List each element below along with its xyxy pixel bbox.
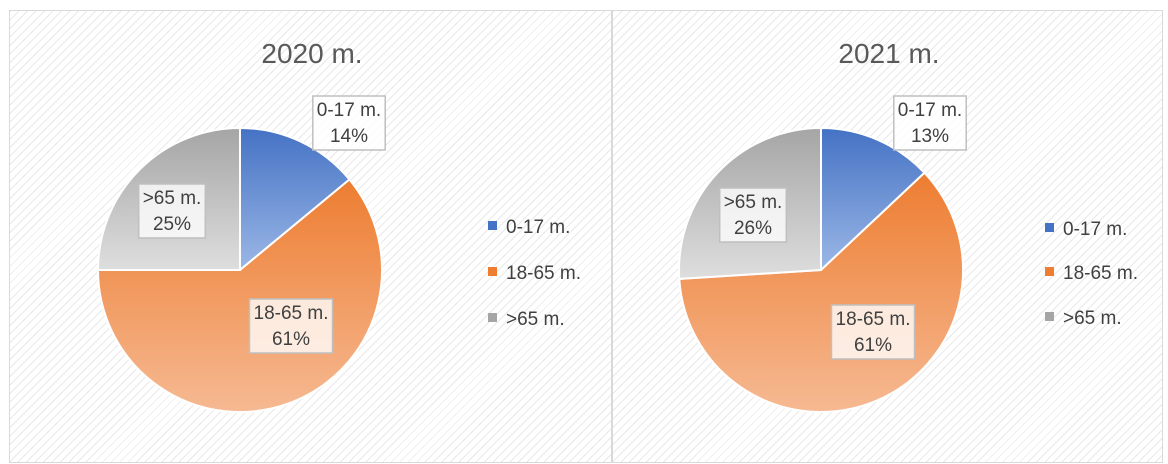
pie-slice-0-17 (239, 126, 351, 273)
legend-label-0-17: 0-17 m. (1063, 219, 1127, 240)
data-label-category: 18-65 m. (254, 303, 329, 324)
legend-label-0-17: 0-17 m. (506, 217, 570, 238)
data-label-box (248, 298, 334, 354)
data-label-box (137, 183, 207, 239)
legend-swatch-18-65 (1045, 267, 1054, 276)
data-label-category: 18-65 m. (836, 309, 911, 330)
data-label-category: >65 m. (724, 192, 783, 213)
data-label-percent: 13% (911, 126, 949, 147)
legend-swatch-over-65 (1045, 312, 1054, 321)
data-label-box (312, 95, 386, 151)
data-label-18-65: 18-65 m. 61% (248, 298, 334, 354)
data-label-percent: 61% (854, 335, 892, 356)
legend-label-over-65: >65 m. (506, 309, 565, 330)
pie-chart-2020: 2020 m. 0-17 m. 14% 18-65 m. 61% >65 m. 25% 0… (96, 38, 581, 413)
legend-label-over-65: >65 m. (1063, 308, 1122, 329)
legend-swatch-over-65 (488, 313, 497, 322)
pie-slice-18-65 (96, 178, 383, 413)
legend-label-18-65: 18-65 m. (1063, 263, 1138, 284)
chart-panel-2020: 2020 m. 0-17 m. 14% 18-65 m. 61% >65 m. 25% 0… (9, 10, 612, 463)
pie-chart-2021: 2021 m. 0-17 m. 13% 18-65 m. 61% >65 m. 26% 0… (678, 38, 1138, 413)
data-label-percent: 14% (330, 126, 368, 147)
pie-slice-0-17 (820, 126, 926, 273)
data-label-category: >65 m. (143, 188, 202, 209)
data-label-0-17: 0-17 m. 13% (893, 95, 967, 151)
chart-title: 2021 m. (838, 38, 939, 69)
data-label-0-17: 0-17 m. 14% (312, 95, 386, 151)
data-label-percent: 26% (734, 218, 772, 239)
data-label-over-65: >65 m. 26% (718, 187, 788, 243)
legend-swatch-18-65 (488, 267, 497, 276)
legend-swatch-0-17 (488, 221, 497, 230)
data-label-over-65: >65 m. 25% (137, 183, 207, 239)
data-label-box (893, 95, 967, 151)
chart-panel-2021: 2021 m. 0-17 m. 13% 18-65 m. 61% >65 m. 26% 0… (612, 10, 1163, 463)
data-label-18-65: 18-65 m. 61% (830, 304, 916, 360)
data-label-category: 0-17 m. (898, 100, 962, 121)
data-label-percent: 61% (272, 329, 310, 350)
legend-swatch-0-17 (1045, 223, 1054, 232)
legend-label-18-65: 18-65 m. (506, 263, 581, 284)
data-label-category: 0-17 m. (317, 100, 381, 121)
data-label-box (718, 187, 788, 243)
data-label-box (830, 304, 916, 360)
data-label-percent: 25% (153, 214, 191, 235)
chart-title: 2020 m. (261, 38, 362, 69)
